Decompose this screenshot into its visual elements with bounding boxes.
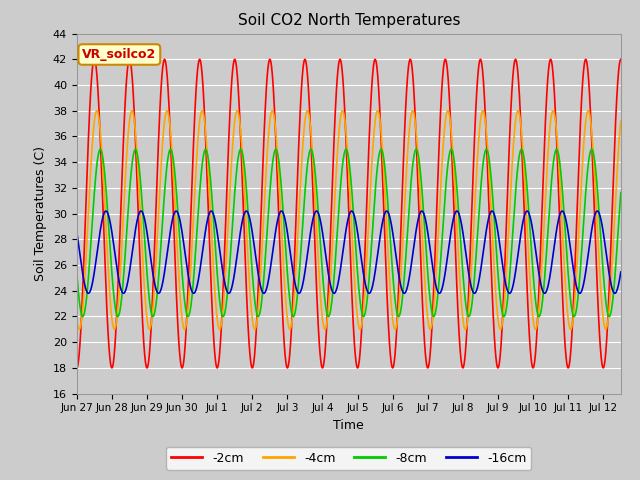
Title: Soil CO2 North Temperatures: Soil CO2 North Temperatures xyxy=(237,13,460,28)
Y-axis label: Soil Temperatures (C): Soil Temperatures (C) xyxy=(35,146,47,281)
Text: VR_soilco2: VR_soilco2 xyxy=(82,48,157,61)
Legend: -2cm, -4cm, -8cm, -16cm: -2cm, -4cm, -8cm, -16cm xyxy=(166,447,531,469)
X-axis label: Time: Time xyxy=(333,419,364,432)
